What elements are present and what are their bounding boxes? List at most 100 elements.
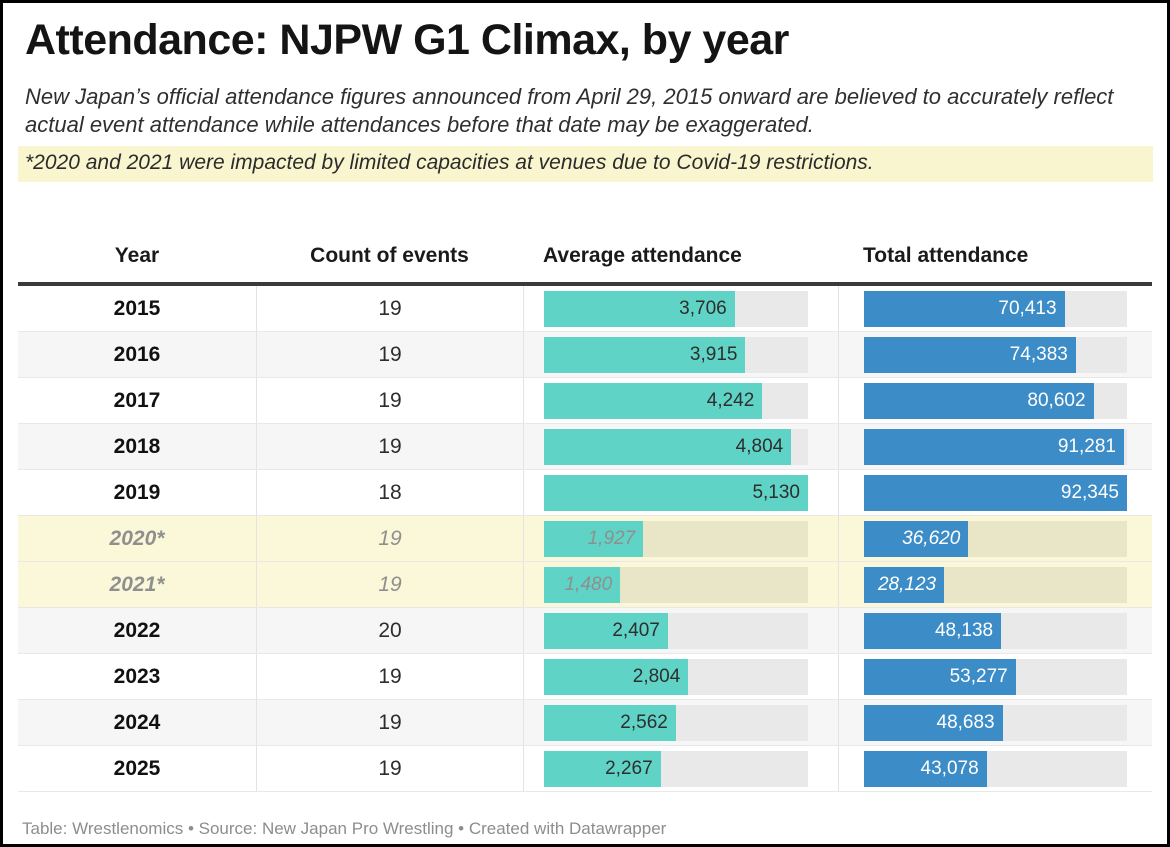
average-attendance-bar-track: 3,706 (544, 290, 808, 327)
average-attendance-value: 3,915 (689, 343, 738, 365)
event-count-cell: 19 (256, 424, 523, 470)
average-attendance-cell: 2,804 (523, 654, 838, 700)
average-attendance-value: 3,706 (679, 297, 727, 319)
event-count-value: 19 (378, 434, 402, 458)
total-attendance-bar: 53,277 (864, 658, 1016, 695)
average-attendance-bar: 3,915 (544, 336, 746, 373)
average-attendance-bar-track: 4,804 (544, 428, 808, 465)
year-cell: 2018 (18, 424, 256, 469)
year-value: 2017 (113, 388, 161, 412)
event-count-value: 19 (378, 388, 402, 412)
total-attendance-cell: 28,123 (838, 562, 1152, 608)
table-row: 2015 19 3,706 70,413 (18, 286, 1152, 333)
covid-note-highlight: *2020 and 2021 were impacted by limited … (18, 146, 1153, 183)
total-attendance-value: 48,138 (934, 619, 994, 641)
total-attendance-bar-track: 70,413 (864, 290, 1127, 327)
year-cell: 2019 (18, 470, 256, 515)
total-attendance-bar-track: 43,078 (864, 750, 1127, 787)
event-count-cell: 19 (256, 332, 523, 378)
average-attendance-bar: 4,242 (544, 382, 763, 419)
total-attendance-bar-track: 53,277 (864, 658, 1127, 695)
event-count-value: 19 (378, 342, 402, 366)
year-value: 2023 (113, 664, 161, 688)
total-attendance-value: 91,281 (1057, 435, 1116, 457)
average-attendance-bar-track: 4,242 (544, 382, 808, 419)
total-attendance-bar-track: 74,383 (864, 336, 1127, 373)
average-attendance-bar: 5,130 (544, 474, 808, 511)
total-attendance-bar: 48,138 (864, 612, 1002, 649)
total-attendance-bar-track: 48,683 (864, 704, 1127, 741)
event-count-cell: 19 (256, 700, 523, 746)
year-value: 2024 (113, 710, 161, 734)
total-attendance-cell: 80,602 (838, 378, 1152, 424)
average-attendance-bar-track: 2,804 (544, 658, 808, 695)
year-value: 2020* (109, 526, 165, 550)
total-attendance-value: 74,383 (1009, 343, 1068, 365)
average-attendance-bar-track: 2,407 (544, 612, 808, 649)
average-attendance-value: 1,927 (587, 527, 636, 549)
average-attendance-value: 4,242 (706, 389, 755, 411)
table-row: 2019 18 5,130 92,345 (18, 470, 1152, 517)
total-attendance-value: 80,602 (1027, 389, 1086, 411)
total-attendance-bar: 91,281 (864, 428, 1124, 465)
average-attendance-value: 2,407 (612, 619, 660, 641)
table-body: 2015 19 3,706 70,413 2016 19 3,915 (18, 286, 1152, 793)
average-attendance-cell: 4,804 (523, 424, 838, 470)
attendance-table: Year Count of events Average attendance … (18, 214, 1152, 793)
table-header-row: Year Count of events Average attendance … (18, 214, 1152, 287)
event-count-value: 20 (378, 618, 402, 642)
year-cell: 2024 (18, 700, 256, 745)
total-attendance-bar-track: 91,281 (864, 428, 1127, 465)
year-cell: 2023 (18, 654, 256, 699)
average-attendance-cell: 1,927 (523, 516, 838, 562)
total-attendance-bar: 48,683 (864, 704, 1003, 741)
total-attendance-bar-track: 48,138 (864, 612, 1127, 649)
total-attendance-value: 48,683 (936, 711, 995, 733)
table-row: 2024 19 2,562 48,683 (18, 700, 1152, 747)
column-header-average-attendance: Average attendance (543, 244, 742, 268)
table-row: 2025 19 2,267 43,078 (18, 746, 1152, 793)
total-attendance-cell: 74,383 (838, 332, 1152, 378)
total-attendance-cell: 36,620 (838, 516, 1152, 562)
event-count-value: 19 (378, 526, 402, 550)
year-value: 2018 (113, 434, 161, 458)
year-cell: 2016 (18, 332, 256, 377)
year-value: 2022 (113, 618, 161, 642)
total-attendance-bar-track: 92,345 (864, 474, 1127, 511)
event-count-cell: 20 (256, 608, 523, 654)
chart-description: New Japan’s official attendance figures … (25, 84, 1114, 138)
total-attendance-cell: 48,138 (838, 608, 1152, 654)
total-attendance-bar-track: 80,602 (864, 382, 1127, 419)
average-attendance-bar-track: 2,562 (544, 704, 808, 741)
total-attendance-value: 70,413 (998, 297, 1057, 319)
average-attendance-value: 4,804 (735, 435, 784, 457)
average-attendance-cell: 1,480 (523, 562, 838, 608)
year-cell: 2015 (18, 286, 256, 331)
average-attendance-cell: 2,562 (523, 700, 838, 746)
column-header-count-of-events: Count of events (310, 244, 469, 268)
average-attendance-cell: 3,915 (523, 332, 838, 378)
page-title: Attendance: NJPW G1 Climax, by year (25, 16, 789, 64)
average-attendance-bar: 2,267 (544, 750, 661, 787)
total-attendance-bar: 36,620 (864, 520, 969, 557)
event-count-cell: 19 (256, 746, 523, 792)
total-attendance-cell: 43,078 (838, 746, 1152, 792)
average-attendance-bar: 1,927 (544, 520, 644, 557)
event-count-cell: 19 (256, 378, 523, 424)
event-count-value: 19 (378, 296, 402, 320)
average-attendance-bar-track: 1,480 (544, 566, 808, 603)
average-attendance-bar: 2,407 (544, 612, 668, 649)
table-row: 2018 19 4,804 91,281 (18, 424, 1152, 471)
event-count-cell: 19 (256, 654, 523, 700)
total-attendance-value: 43,078 (920, 757, 979, 779)
table-row: 2016 19 3,915 74,383 (18, 332, 1152, 379)
total-attendance-bar: 70,413 (864, 290, 1065, 327)
year-value: 2015 (113, 296, 161, 320)
total-attendance-value: 28,123 (877, 573, 937, 595)
column-header-year: Year (114, 244, 160, 268)
total-attendance-bar: 43,078 (864, 750, 987, 787)
table-row: 2020* 19 1,927 36,620 (18, 516, 1152, 563)
event-count-value: 19 (378, 710, 402, 734)
event-count-cell: 19 (256, 562, 523, 608)
average-attendance-bar: 2,804 (544, 658, 689, 695)
